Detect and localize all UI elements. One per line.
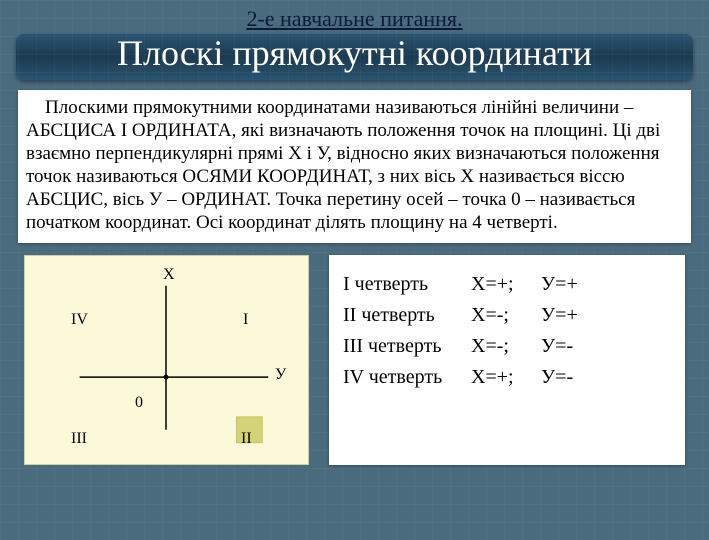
- quadrant-1-label: І: [243, 311, 248, 329]
- header: 2-е навчальне питання. Плоскі прямокутні…: [0, 0, 709, 80]
- y-axis-label: У: [275, 366, 286, 384]
- coordinate-diagram: Х У 0 І ІІ ІІІ ІV: [24, 255, 309, 465]
- x-axis-label: Х: [163, 266, 175, 284]
- body-paragraph: Плоскими прямокутними координатами назив…: [26, 96, 683, 235]
- table-row: І четверть Х=+; У=+: [343, 269, 675, 300]
- quarters-table: І четверть Х=+; У=+ ІІ четверть Х=-; У=+…: [329, 255, 685, 465]
- quadrant-4-label: ІV: [71, 311, 88, 329]
- body-paragraph-box: Плоскими прямокутними координатами назив…: [18, 90, 691, 243]
- quarter-name: ІV четверть: [343, 362, 471, 393]
- origin-dot: [164, 374, 169, 379]
- lower-row: Х У 0 І ІІ ІІІ ІV І четверть Х=+; У=+ ІІ…: [0, 255, 709, 465]
- origin-label: 0: [135, 394, 143, 412]
- quarter-name: ІІ четверть: [343, 300, 471, 331]
- table-row: ІV четверть Х=+; У=-: [343, 362, 675, 393]
- quarter-x: Х=-;: [471, 300, 541, 331]
- quadrant-2-label: ІІ: [241, 430, 252, 448]
- quarter-name: ІІІ четверть: [343, 331, 471, 362]
- quarter-y: У=+: [541, 269, 578, 300]
- table-row: ІІ четверть Х=-; У=+: [343, 300, 675, 331]
- subtitle: 2-е навчальне питання.: [0, 6, 709, 32]
- page-title: Плоскі прямокутні координати: [26, 34, 683, 74]
- quarter-x: Х=-;: [471, 331, 541, 362]
- quarter-x: Х=+;: [471, 362, 541, 393]
- quarter-y: У=-: [541, 331, 573, 362]
- quadrant-3-label: ІІІ: [71, 430, 87, 448]
- title-bar: Плоскі прямокутні координати: [16, 34, 693, 80]
- quarter-name: І четверть: [343, 269, 471, 300]
- table-row: ІІІ четверть Х=-; У=-: [343, 331, 675, 362]
- quarter-x: Х=+;: [471, 269, 541, 300]
- axes-svg: [25, 256, 308, 465]
- quarter-y: У=+: [541, 300, 578, 331]
- quarter-y: У=-: [541, 362, 573, 393]
